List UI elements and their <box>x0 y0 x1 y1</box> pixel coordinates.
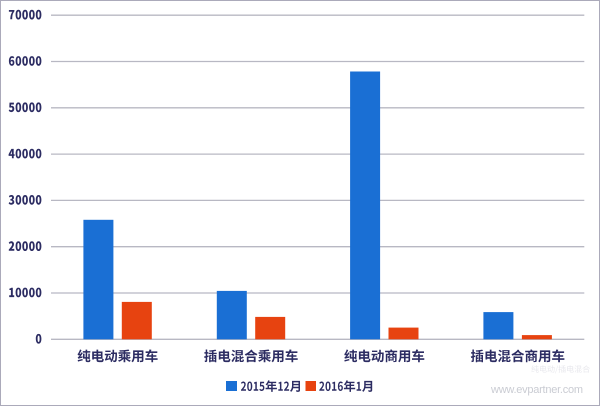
svg-text:www.evpartner.com: www.evpartner.com <box>490 384 583 396</box>
